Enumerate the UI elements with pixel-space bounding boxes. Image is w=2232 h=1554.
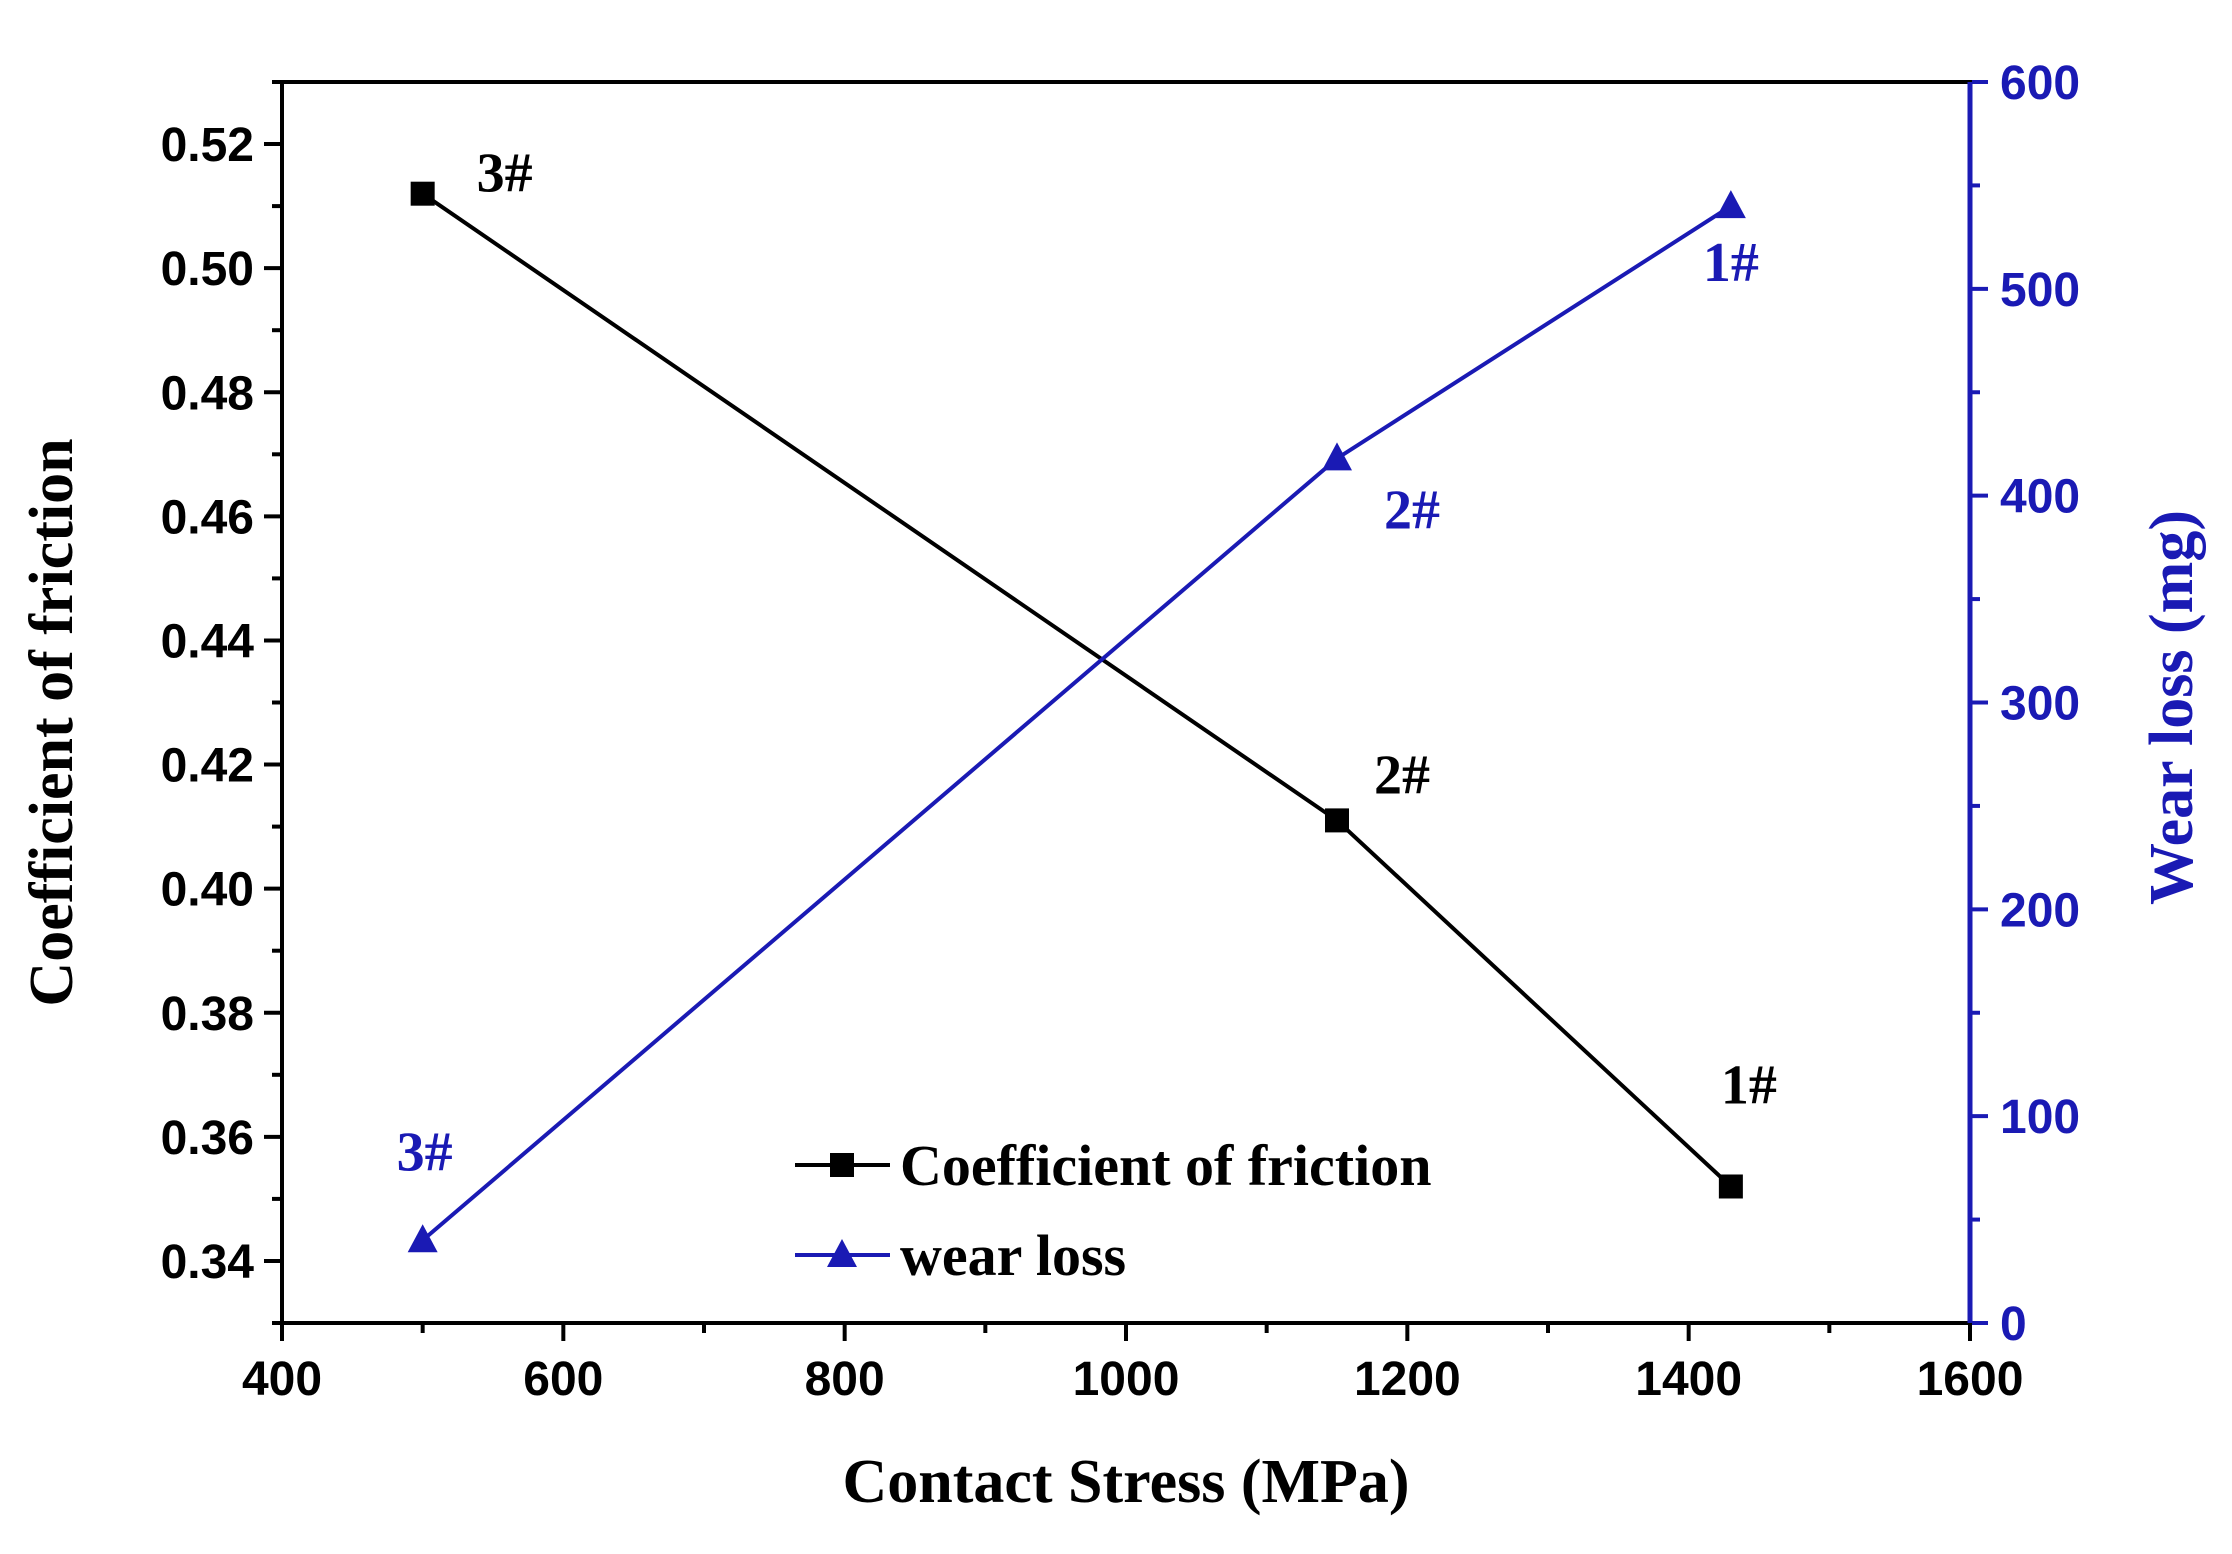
legend-item-friction: Coefficient of friction [795,1133,1431,1198]
right-y-tick-label: 500 [2000,264,2080,317]
left-y-tick-label: 0.40 [161,864,254,917]
left-y-tick-label: 0.34 [161,1236,255,1289]
legend-marker-triangle [827,1239,857,1267]
data-label: 1# [1703,232,1759,294]
x-tick-label: 1000 [1073,1353,1180,1406]
right-axis-ticks: 0 100 200 300 400 500 600 [1970,57,2080,1351]
right-y-tick-label: 600 [2000,57,2080,110]
left-y-axis-title: Coefficient of friction [18,438,86,1006]
left-y-tick-label: 0.44 [161,615,255,668]
left-y-tick-label: 0.36 [161,1112,254,1165]
series-line-wear [421,204,1732,1242]
legend-label-friction: Coefficient of friction [900,1133,1431,1198]
data-label: 3# [397,1121,453,1183]
x-axis-title: Contact Stress (MPa) [842,1448,1409,1516]
data-point-triangle [1715,190,1746,219]
right-y-tick-label: 300 [2000,678,2080,731]
x-tick-label: 400 [242,1353,322,1406]
data-point-triangle [407,1224,438,1253]
data-label: 2# [1374,744,1430,806]
legend-marker-square [830,1153,854,1177]
x-tick-label: 600 [523,1353,603,1406]
x-tick-label: 1600 [1917,1353,2024,1406]
left-y-tick-label: 0.38 [161,988,254,1041]
left-y-tick-label: 0.50 [161,243,254,296]
left-y-tick-label: 0.42 [161,740,254,793]
point-label-layer: 3# 2# 1# 3# 2# 1# [397,143,1777,1184]
data-point-square [1718,1174,1743,1199]
data-point-square [1325,808,1349,833]
legend-item-wear: wear loss [795,1223,1126,1288]
legend-label-wear: wear loss [900,1223,1126,1288]
x-tick-label: 1200 [1354,1353,1461,1406]
right-y-tick-label: 200 [2000,884,2080,937]
left-y-tick-label: 0.52 [161,119,254,172]
left-axis-ticks: 0.34 0.36 0.38 0.40 0.42 0.44 0.46 0.48 0.50 0.52 [161,80,282,1325]
legend: Coefficient of friction wear loss [795,1133,1431,1288]
data-point-triangle [1322,442,1352,471]
data-label: 3# [477,143,533,205]
left-y-tick-label: 0.46 [161,491,254,544]
data-label: 2# [1384,479,1440,541]
right-y-tick-label: 100 [2000,1091,2080,1144]
series-layer [407,181,1746,1253]
data-point-square [410,181,435,206]
right-y-axis-title: Wear loss (mg) [2138,510,2206,905]
right-y-tick-label: 0 [2000,1298,2027,1351]
x-axis-ticks: 400 600 800 1000 1200 1400 1600 [242,1323,2023,1406]
right-y-tick-label: 400 [2000,471,2080,524]
data-label: 1# [1721,1054,1777,1116]
series-line-friction [421,192,1733,1188]
x-tick-label: 1400 [1635,1353,1742,1406]
x-tick-label: 800 [805,1353,885,1406]
left-y-tick-label: 0.48 [161,367,254,420]
